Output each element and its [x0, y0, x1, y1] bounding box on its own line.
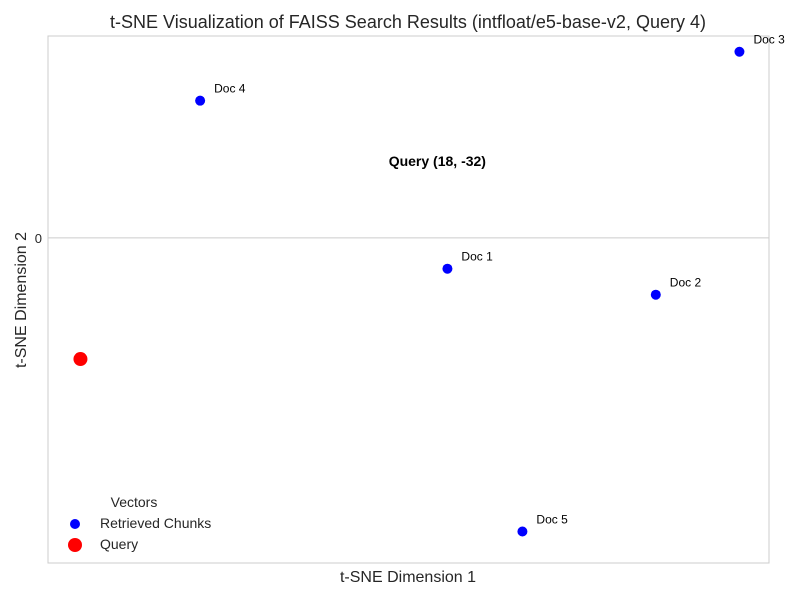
point-label: Doc 4	[214, 82, 246, 96]
point-label: Doc 1	[461, 250, 493, 264]
legend-entry-query: Query	[100, 536, 138, 552]
point-label: Doc 5	[536, 513, 568, 527]
retrieved-chunk-point	[442, 263, 453, 274]
data-points: Doc 1 Doc 2 Doc 3 Doc 4 Doc 5	[73, 33, 785, 537]
chart-title: t-SNE Visualization of FAISS Search Resu…	[110, 12, 706, 32]
plot-area	[47, 35, 770, 564]
x-axis-label: t-SNE Dimension 1	[340, 569, 476, 586]
retrieved-chunk-point	[734, 46, 745, 57]
point-label: Doc 2	[670, 276, 702, 290]
y-tick-label: 0	[35, 231, 42, 246]
retrieved-chunk-point	[650, 289, 661, 300]
y-axis-label: t-SNE Dimension 2	[13, 232, 30, 368]
legend-marker-query	[68, 538, 82, 552]
query-annotation: Query (18, -32)	[389, 153, 486, 169]
annotations: Query (18, -32)	[389, 153, 486, 169]
legend: Vectors Retrieved Chunks Query	[68, 494, 211, 552]
legend-entry-retrieved: Retrieved Chunks	[100, 515, 211, 531]
legend-marker-retrieved	[70, 519, 80, 529]
query-point	[73, 352, 88, 367]
retrieved-chunk-point	[517, 526, 528, 537]
point-label: Doc 3	[753, 33, 785, 47]
retrieved-chunk-point	[195, 95, 206, 106]
legend-title: Vectors	[111, 494, 158, 510]
y-axis-ticks: 0	[35, 231, 42, 246]
